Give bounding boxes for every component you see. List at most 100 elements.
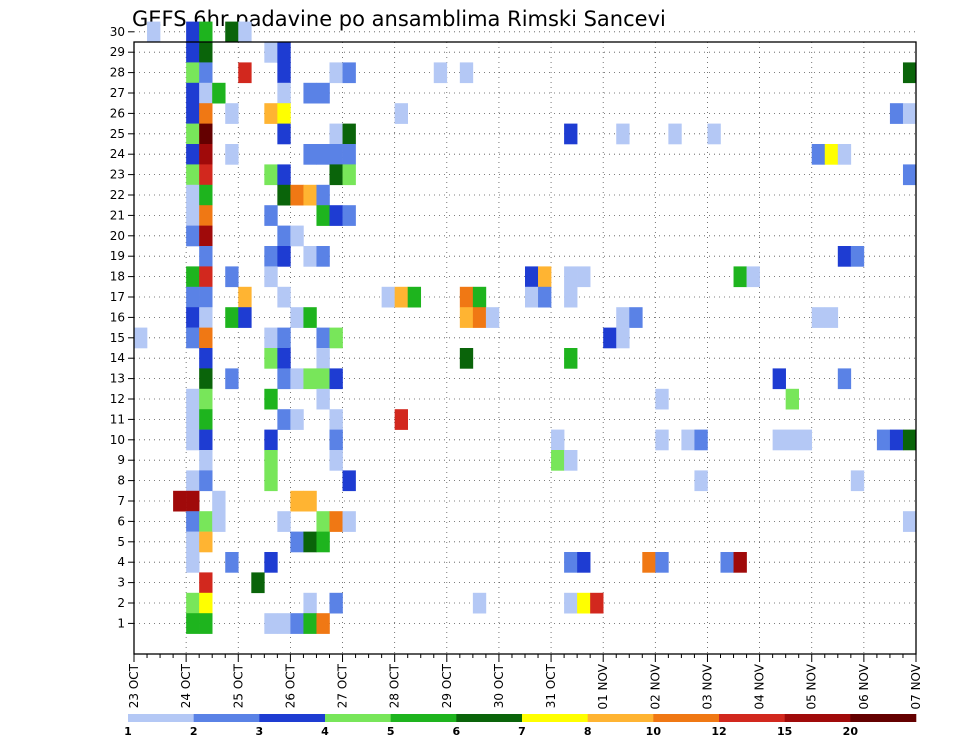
legend-swatch (325, 714, 391, 722)
heatmap-cell (316, 348, 330, 369)
x-tick-label: 06 NOV (857, 663, 871, 709)
y-tick-label: 23 (110, 168, 125, 182)
heatmap-cell (199, 348, 213, 369)
heatmap-cell (186, 123, 200, 145)
y-tick-label: 13 (110, 372, 125, 386)
heatmap-cell (316, 184, 330, 206)
heatmap-cell (186, 511, 200, 532)
heatmap-cell (277, 225, 291, 247)
heatmap-cell (264, 470, 278, 492)
heatmap-cell (837, 246, 852, 267)
heatmap-cell (186, 144, 200, 165)
heatmap-cell (277, 184, 291, 206)
heatmap-cell (655, 552, 669, 573)
heatmap-cell (199, 327, 213, 349)
legend-swatch (850, 714, 917, 722)
y-tick-label: 21 (110, 208, 125, 222)
x-tick-label: 23 OCT (127, 663, 141, 708)
heatmap-cell (225, 144, 239, 165)
heatmap-cell (290, 490, 304, 512)
heatmap-cell (564, 348, 578, 369)
y-tick-label: 9 (117, 453, 125, 467)
heatmap-cell (264, 429, 278, 451)
heatmap-cell (277, 613, 291, 634)
heatmap-cell (342, 511, 356, 532)
heatmap-cell (329, 368, 343, 390)
heatmap-cell (342, 123, 356, 145)
heatmap-cell (564, 552, 578, 573)
heatmap-cell (303, 246, 317, 267)
legend-swatch (390, 714, 457, 722)
heatmap-cell (199, 613, 213, 634)
heatmap-cell (303, 307, 317, 328)
heatmap-cell (199, 21, 213, 43)
heatmap-cell (264, 388, 278, 410)
heatmap-cell (329, 450, 343, 471)
heatmap-cell (329, 164, 343, 186)
heatmap-cell (277, 511, 291, 532)
heatmap-cell (564, 592, 578, 614)
heatmap-cell (225, 103, 239, 124)
x-tick-label: 02 NOV (648, 663, 662, 709)
heatmap-cell (199, 266, 213, 288)
heatmap-cell (342, 164, 356, 186)
heatmap-cell (225, 552, 239, 573)
heatmap-cell (837, 368, 852, 390)
heatmap-cell (199, 205, 213, 226)
heatmap-cell (186, 429, 200, 451)
heatmap-cell (681, 429, 695, 451)
heatmap-cell (290, 225, 304, 247)
heatmap-cell (902, 429, 917, 451)
heatmap-cell (238, 21, 252, 43)
y-tick-label: 10 (110, 433, 125, 447)
heatmap-cell (316, 327, 330, 349)
heatmap-cell (655, 429, 669, 451)
heatmap-cell (212, 490, 226, 512)
legend-label: 15 (777, 725, 792, 738)
legend-swatch (784, 714, 851, 722)
heatmap-cell (551, 429, 565, 451)
heatmap-cell (902, 103, 917, 124)
heatmap-cell (850, 246, 865, 267)
heatmap-cell (329, 409, 343, 430)
heatmap-cell (277, 286, 291, 308)
heatmap-cell (199, 184, 213, 206)
heatmap-cell (290, 531, 304, 553)
heatmap-cell (186, 592, 200, 614)
heatmap-cell (199, 307, 213, 328)
y-tick-label: 16 (110, 310, 125, 324)
y-tick-label: 29 (110, 45, 125, 59)
x-tick-label: 01 NOV (596, 663, 610, 709)
heatmap-cell (329, 205, 343, 226)
heatmap-cell (225, 266, 239, 288)
heatmap-cell (199, 82, 213, 104)
heatmap-cell (186, 21, 200, 43)
x-tick-label: 26 OCT (283, 663, 297, 708)
chart-title: GEFS 6hr padavine po ansamblima Rimski S… (132, 7, 666, 31)
heatmap-cell (303, 490, 317, 512)
heatmap-cell (329, 144, 343, 165)
x-tick-label: 28 OCT (388, 663, 402, 708)
heatmap-cell (173, 490, 187, 512)
heatmap-cell (316, 205, 330, 226)
heatmap-cell (277, 82, 291, 104)
heatmap-cell (590, 592, 604, 614)
heatmap-cell (303, 531, 317, 553)
heatmap-cell (694, 429, 708, 451)
heatmap-cell (785, 429, 799, 451)
y-tick-label: 14 (110, 351, 125, 365)
heatmap-cell (564, 450, 578, 471)
heatmap-cell (199, 164, 213, 186)
heatmap-cell (472, 286, 487, 308)
heatmap-cell (889, 429, 904, 451)
heatmap-cell (876, 429, 891, 451)
x-tick-label: 29 OCT (440, 663, 454, 708)
heatmap-cell (316, 531, 330, 553)
heatmap-cell (186, 470, 200, 492)
y-tick-label: 1 (117, 616, 125, 630)
heatmap-cell (655, 388, 669, 410)
legend-swatch (719, 714, 785, 722)
heatmap-cell (277, 164, 291, 186)
heatmap-cell (329, 62, 343, 84)
heatmap-cell (186, 388, 200, 410)
